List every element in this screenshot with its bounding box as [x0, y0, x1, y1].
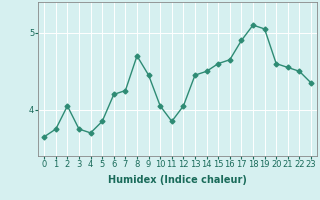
X-axis label: Humidex (Indice chaleur): Humidex (Indice chaleur) — [108, 175, 247, 185]
